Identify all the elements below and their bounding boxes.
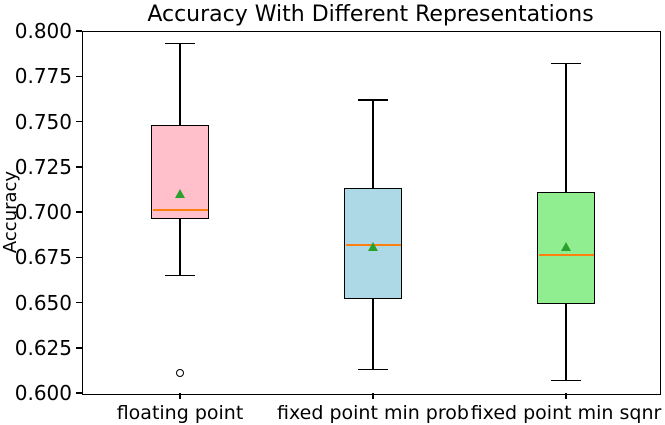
lower-whisker-cap-fixed-point-min-sqnr (551, 379, 581, 382)
x-tick-label-fixed-point-min-prob: fixed point min prob (277, 402, 469, 424)
y-tick-label: 0.750 (14, 109, 72, 134)
y-tick-mark (76, 301, 82, 304)
y-tick-label: 0.675 (14, 245, 72, 270)
upper-whisker-fixed-point-min-sqnr (565, 63, 567, 193)
outlier-point-floating-point (175, 368, 184, 377)
lower-whisker-cap-fixed-point-min-prob (358, 368, 388, 371)
chart-title: Accuracy With Different Representations (147, 2, 594, 27)
y-tick-label: 0.625 (14, 335, 72, 360)
y-tick-mark (76, 211, 82, 213)
lower-whisker-floating-point (179, 219, 181, 276)
y-tick-label: 0.700 (14, 200, 72, 224)
mean-marker-fixed-point-min-prob (367, 241, 378, 251)
y-tick-mark (76, 256, 82, 258)
median-line-fixed-point-min-sqnr (538, 254, 594, 257)
mean-marker-floating-point (174, 189, 185, 199)
median-line-floating-point (152, 209, 208, 212)
y-tick-label: 0.775 (14, 64, 72, 89)
upper-whisker-cap-fixed-point-min-prob (358, 99, 388, 101)
box-floating-point (151, 125, 209, 220)
upper-whisker-fixed-point-min-prob (372, 99, 374, 189)
y-tick-mark (76, 347, 82, 349)
upper-whisker-floating-point (179, 43, 181, 126)
y-tick-mark (76, 166, 82, 168)
x-tick-mark (179, 393, 181, 399)
y-tick-mark (76, 392, 82, 394)
lower-whisker-cap-floating-point (165, 274, 195, 277)
y-tick-mark (76, 30, 82, 32)
upper-whisker-cap-fixed-point-min-sqnr (551, 62, 581, 65)
mean-marker-fixed-point-min-sqnr (560, 241, 571, 251)
x-tick-label-fixed-point-min-sqnr: fixed point min sqnr (470, 402, 662, 424)
y-tick-mark (76, 120, 82, 123)
y-tick-mark (76, 75, 82, 77)
y-tick-label: 0.725 (14, 154, 72, 179)
x-tick-mark (372, 393, 374, 399)
y-tick-label: 0.650 (14, 290, 72, 315)
y-tick-label: 0.800 (14, 19, 72, 43)
x-tick-mark (565, 393, 567, 399)
x-tick-label-floating-point: floating point (116, 402, 244, 424)
upper-whisker-cap-floating-point (165, 42, 195, 45)
lower-whisker-fixed-point-min-sqnr (565, 304, 567, 381)
y-tick-label: 0.600 (14, 381, 72, 405)
lower-whisker-fixed-point-min-prob (372, 298, 374, 370)
